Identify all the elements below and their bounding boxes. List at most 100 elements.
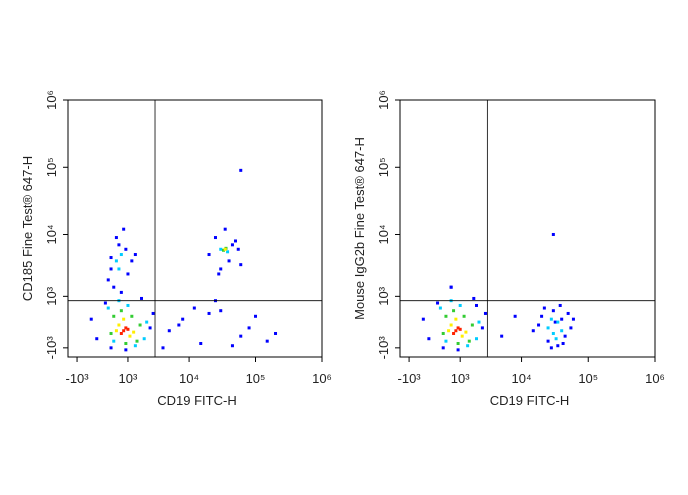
event-dot	[148, 326, 152, 330]
event-dot	[138, 323, 142, 327]
event-dot	[480, 326, 484, 330]
event-dot	[109, 346, 113, 350]
event-dot	[254, 314, 258, 318]
event-dot	[122, 329, 126, 333]
event-dot	[219, 247, 223, 251]
x-tick-label: 10³	[451, 371, 470, 386]
event-dot	[444, 339, 448, 343]
event-dot	[558, 303, 562, 307]
event-dot	[551, 331, 555, 335]
event-dot	[106, 306, 110, 310]
event-dot	[230, 243, 234, 247]
plot-frame	[399, 99, 656, 358]
event-dot	[566, 311, 570, 315]
event-dot	[119, 290, 123, 294]
event-dot	[95, 337, 99, 341]
event-dot	[167, 329, 171, 333]
event-dot	[563, 334, 567, 338]
event-dot	[441, 331, 445, 335]
event-dot	[560, 317, 564, 321]
event-dot	[109, 331, 113, 335]
event-dot	[112, 314, 116, 318]
event-dot	[145, 320, 149, 324]
event-dot	[470, 323, 474, 327]
x-tick-label: 10⁵	[246, 371, 266, 386]
event-dot	[219, 267, 223, 271]
event-dot	[213, 236, 217, 240]
event-dot	[540, 314, 544, 318]
event-dot	[89, 317, 93, 321]
event-dot	[124, 247, 128, 251]
event-dot	[462, 314, 466, 318]
event-dot	[124, 341, 128, 345]
event-dot	[223, 247, 227, 251]
event-dot	[449, 285, 453, 289]
event-dot	[561, 341, 565, 345]
event-dot	[549, 317, 553, 321]
event-dot	[239, 334, 243, 338]
x-tick-label: 10⁵	[578, 371, 598, 386]
event-dot	[130, 259, 134, 263]
event-dot	[207, 311, 211, 315]
event-dot	[447, 329, 451, 333]
event-dot	[122, 317, 126, 321]
x-axis-title: CD19 FITC-H	[157, 393, 236, 408]
event-dot	[441, 346, 445, 350]
event-dot	[119, 331, 123, 335]
event-dot	[192, 306, 196, 310]
y-tick-label: 10⁵	[376, 157, 391, 177]
event-dot	[109, 267, 113, 271]
event-dot	[103, 301, 107, 305]
event-dot	[119, 309, 123, 313]
event-dot	[456, 341, 460, 345]
y-tick-label: 10⁶	[376, 90, 391, 110]
event-dot	[140, 296, 144, 300]
event-dot	[427, 337, 431, 341]
y-tick-label: 10⁵	[44, 157, 59, 177]
event-dot	[124, 348, 128, 352]
event-dot	[265, 339, 269, 343]
event-dot	[117, 243, 121, 247]
event-dot	[549, 346, 553, 350]
event-dot	[569, 326, 573, 330]
event-dot	[221, 248, 225, 252]
event-dot	[126, 303, 130, 307]
event-dot	[112, 339, 116, 343]
event-dot	[556, 344, 560, 348]
y-tick-label: 10⁶	[44, 90, 59, 110]
event-dot	[438, 306, 442, 310]
event-dot	[119, 253, 123, 257]
event-dot	[472, 296, 476, 300]
event-dot	[483, 311, 487, 315]
event-dot	[117, 323, 121, 327]
event-dot	[219, 309, 223, 313]
event-dot	[554, 337, 558, 341]
event-dot	[226, 250, 230, 254]
event-dot	[444, 314, 448, 318]
event-dot	[247, 326, 251, 330]
y-axis-title: Mouse IgG2b Fine Test® 647-H	[352, 137, 367, 320]
event-dot	[551, 309, 555, 313]
y-tick-label: 10³	[44, 286, 59, 305]
event-dot	[456, 326, 460, 330]
event-dot	[274, 331, 278, 335]
event-dot	[531, 329, 535, 333]
event-dot	[132, 330, 136, 334]
event-dot	[546, 339, 550, 343]
event-dot	[199, 341, 203, 345]
event-dot	[114, 236, 118, 240]
event-dot	[126, 272, 130, 276]
event-dot	[553, 320, 557, 324]
event-dot	[449, 323, 453, 327]
event-dot	[133, 253, 137, 257]
plot-frame	[67, 99, 323, 358]
event-dot	[460, 334, 464, 338]
event-dot	[114, 329, 118, 333]
event-dot	[130, 314, 134, 318]
x-tick-label: 10⁶	[312, 371, 332, 386]
event-dot	[181, 317, 185, 321]
event-dot	[500, 334, 504, 338]
event-dot	[477, 320, 481, 324]
event-dot	[454, 317, 458, 321]
